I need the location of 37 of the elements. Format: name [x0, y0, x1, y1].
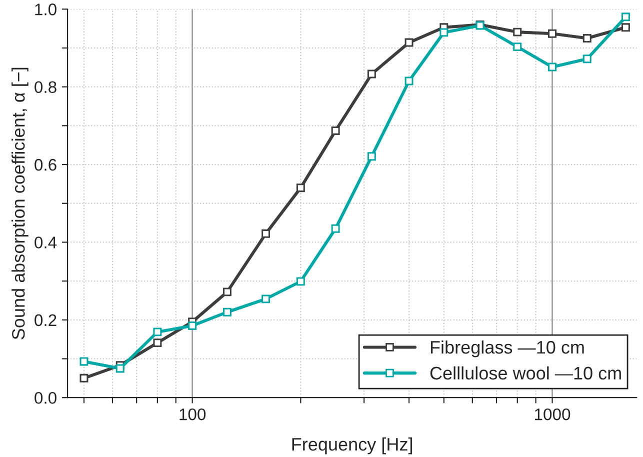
point [582, 34, 592, 43]
point [188, 321, 197, 330]
point [404, 38, 414, 47]
y-tick-label: 0.2 [34, 314, 56, 326]
point [548, 62, 556, 72]
y-tick-label: 0.0 [34, 392, 56, 404]
y-tick-label: 0.6 [34, 158, 56, 171]
point [367, 152, 376, 161]
point [116, 364, 124, 373]
point [222, 288, 232, 296]
point [153, 328, 162, 336]
point [513, 42, 522, 52]
point [548, 29, 556, 38]
point [296, 184, 305, 192]
legend-label: Fibreglass —10 cm [430, 340, 584, 358]
point [331, 224, 340, 233]
x-tick-label: 1000 [534, 408, 570, 420]
y-tick-label: 0.4 [34, 236, 57, 248]
point [296, 277, 305, 286]
legend-label: Celllulose wool —10 cm [430, 366, 621, 380]
y-tick-label: 1.0 [35, 4, 56, 16]
point [621, 23, 630, 32]
point [80, 374, 88, 382]
point [440, 28, 448, 37]
point [621, 12, 630, 22]
x-axis-title: Frequency [Hz] [292, 437, 412, 454]
point [582, 54, 592, 64]
point [153, 338, 162, 348]
point [367, 70, 376, 78]
point [331, 126, 340, 135]
x-tick-label: 100 [180, 408, 206, 420]
point [80, 357, 88, 366]
point [513, 28, 522, 36]
y-tick-label: 0.8 [34, 81, 56, 94]
point [222, 308, 232, 316]
y-axis-title: Sound absorption coefficient, α [−] [12, 68, 28, 340]
point [404, 76, 414, 86]
